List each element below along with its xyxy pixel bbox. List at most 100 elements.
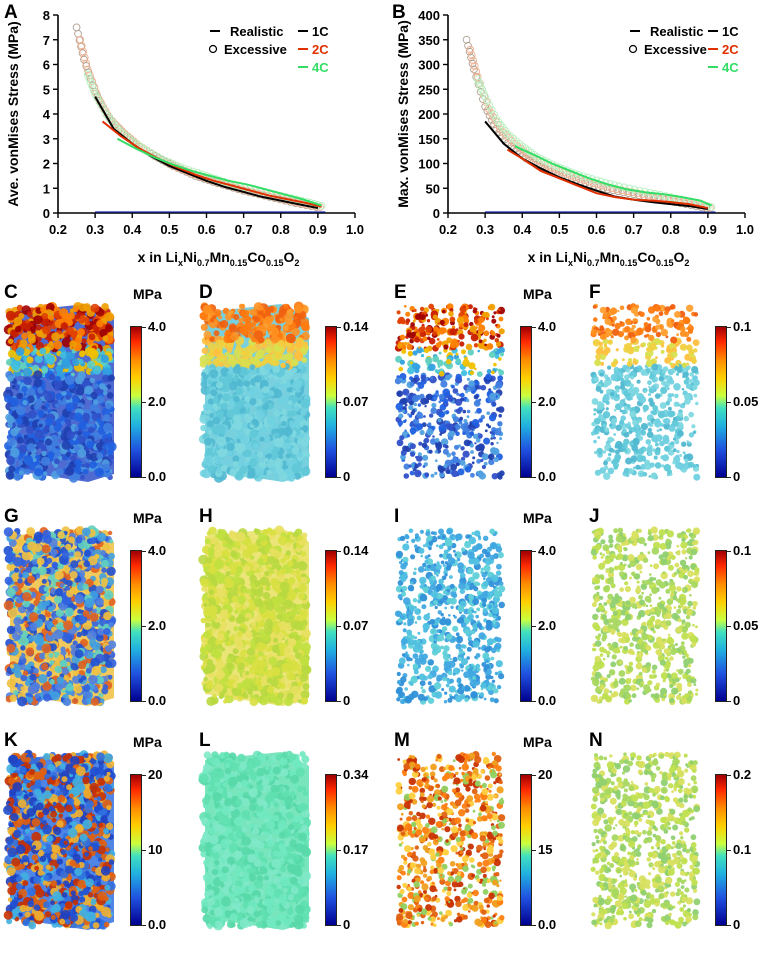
render-particle <box>607 467 615 475</box>
render-particle <box>25 387 36 398</box>
y-axis-label: Max. vonMises Stress (MPa) <box>395 20 411 208</box>
colorbar-tick <box>727 477 731 478</box>
render-particle <box>409 427 417 435</box>
render-particle <box>238 317 244 323</box>
x-tick-label: 0.9 <box>309 222 327 237</box>
render-particle <box>20 674 28 682</box>
render-particle <box>628 469 632 474</box>
render-particle <box>415 364 421 370</box>
render-particle <box>689 372 694 377</box>
render-particle <box>77 674 82 678</box>
render-particle <box>203 403 211 411</box>
render-particle <box>212 348 221 358</box>
render-particle <box>200 323 208 331</box>
render-particle <box>451 325 456 329</box>
render-particle <box>693 348 698 353</box>
render-particle <box>628 429 633 434</box>
x-tick-label: 0.4 <box>123 222 142 237</box>
render-particle <box>628 426 633 432</box>
render-particle <box>77 448 87 458</box>
render-particle <box>499 352 504 357</box>
render-particle <box>590 328 597 336</box>
render-particle <box>264 457 269 463</box>
legend-2c-label: 2C <box>722 42 739 57</box>
render-particle <box>682 451 686 455</box>
render-particle <box>235 344 241 350</box>
colorbar-tick-label: 0 <box>733 469 741 484</box>
y-tick-label: 0 <box>433 206 440 221</box>
render-particle <box>479 342 486 349</box>
render-particle <box>488 459 495 466</box>
render-particle <box>199 312 209 321</box>
render-particle <box>61 632 72 642</box>
render-particle <box>89 537 97 545</box>
render-particle <box>34 467 43 477</box>
render-particle <box>81 463 86 468</box>
render-particle <box>601 351 605 355</box>
render-particle <box>79 350 86 357</box>
render-particle <box>458 333 465 340</box>
render-particle <box>673 383 681 391</box>
x-tick-label: 0.5 <box>550 222 568 237</box>
render-particle <box>16 304 24 312</box>
render-particle <box>232 455 240 463</box>
render-particle <box>469 325 477 333</box>
render-particle <box>301 402 307 407</box>
render-particle <box>459 305 467 313</box>
render-particle <box>200 424 207 432</box>
excessive-point <box>86 78 95 87</box>
colorbar-tick-label: 0.0 <box>148 693 167 708</box>
render-particle <box>36 330 43 337</box>
render-particle <box>674 394 679 399</box>
render-particle <box>462 431 466 435</box>
x-axis-label-part: O <box>674 249 685 265</box>
y-tick-label: 250 <box>418 82 440 97</box>
legend-4c-label: 4C <box>722 60 739 75</box>
render-particle <box>94 467 105 477</box>
render-particle <box>304 456 309 461</box>
render-particle <box>45 354 56 364</box>
excessive-point <box>475 78 484 87</box>
x-tick-label: 0.7 <box>235 222 253 237</box>
render-particle <box>55 393 63 401</box>
render-particle <box>474 411 477 414</box>
render-particle <box>105 324 113 333</box>
render-particle <box>36 557 45 566</box>
render-particle <box>606 456 612 462</box>
render-particle <box>270 454 277 461</box>
render-particle <box>54 665 62 674</box>
render-particle <box>41 450 47 457</box>
render-particle <box>286 308 293 315</box>
colorbar-tick <box>532 327 536 328</box>
render-particle <box>283 426 293 437</box>
render-particle <box>674 311 681 318</box>
excessive-point <box>490 110 498 119</box>
render-particle <box>59 308 69 318</box>
render-particle <box>38 423 43 428</box>
render-particle <box>404 419 407 422</box>
render-particle <box>422 465 426 468</box>
render-particle <box>102 317 108 323</box>
render-particle <box>64 573 72 580</box>
chart-b: 0.2 0.3 0.4 0.5 0.6 0.7 0.8 0.9 1.00501001502002… <box>395 8 754 268</box>
render-particle <box>409 400 414 406</box>
render-particle <box>61 667 70 675</box>
render-particle <box>460 397 465 402</box>
render-particle <box>491 473 498 480</box>
render-particle <box>420 374 426 381</box>
render-particle <box>691 424 696 429</box>
render-particle <box>604 347 611 354</box>
render-particle <box>642 404 649 411</box>
render-particle <box>55 608 64 618</box>
render-particle <box>29 326 36 332</box>
render-particle <box>609 423 613 427</box>
y-tick-label: 8 <box>43 8 50 23</box>
render-particle <box>285 317 293 326</box>
render-particle <box>264 363 272 371</box>
render-particle <box>398 319 402 322</box>
render-particle <box>484 429 488 433</box>
render-particle <box>649 462 655 468</box>
render-particle <box>254 375 262 383</box>
render-particle <box>90 697 99 706</box>
render-particle <box>605 440 611 446</box>
